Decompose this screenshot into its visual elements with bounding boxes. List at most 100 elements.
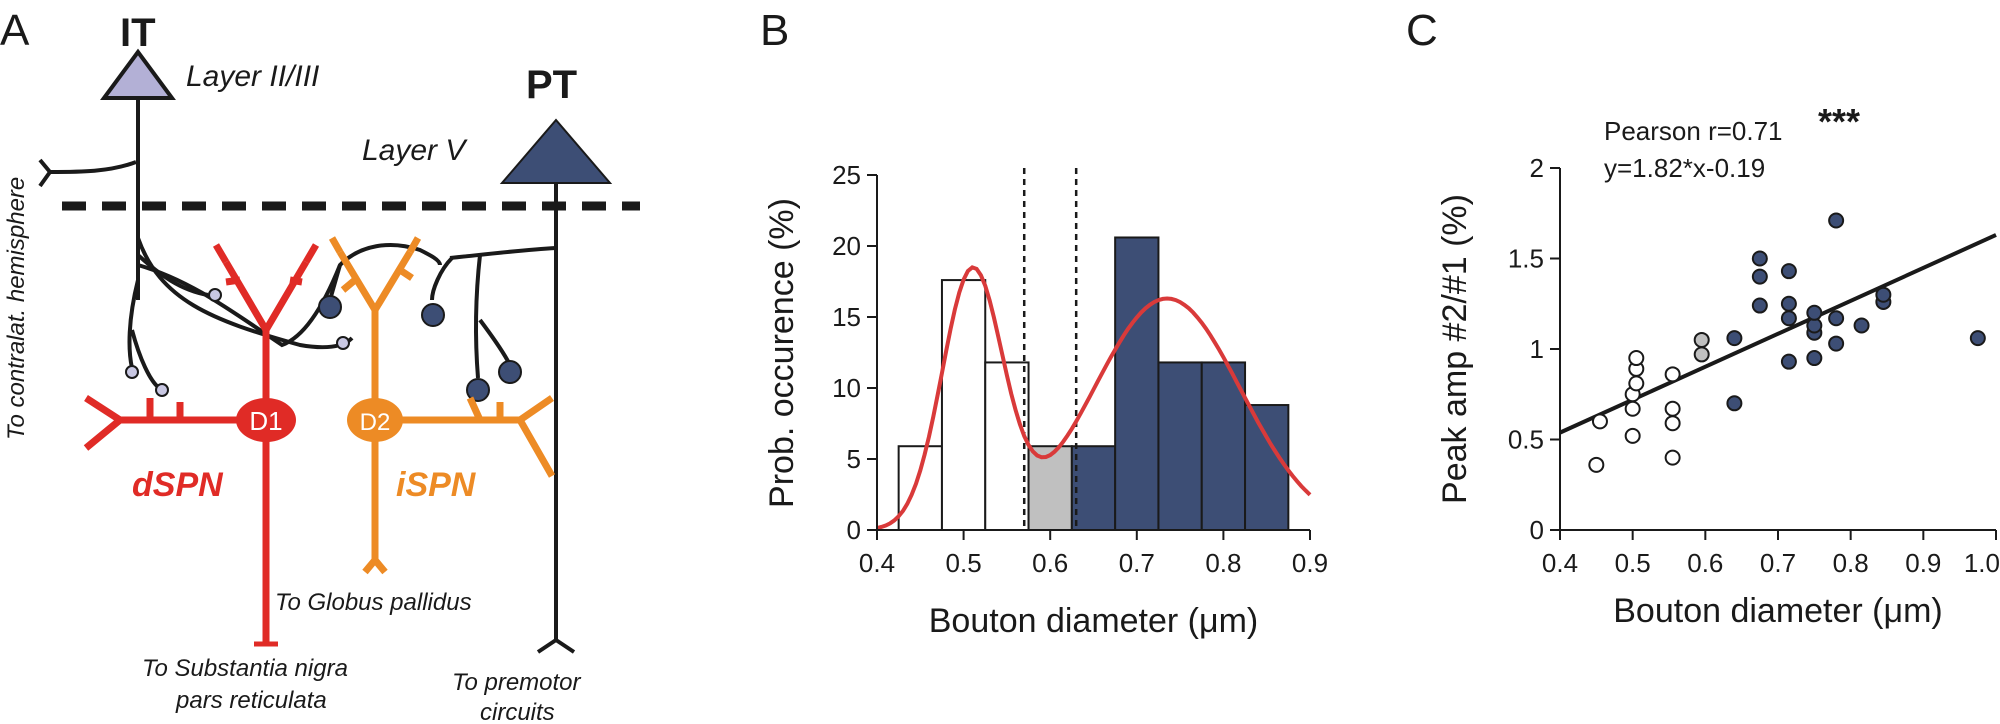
- scatter-point-large: [1780, 310, 1797, 327]
- scatter-point-large: [1806, 304, 1823, 321]
- large-bouton: [318, 295, 342, 319]
- pt-layer-label: Layer V: [362, 134, 468, 167]
- d2-soma: [347, 398, 403, 442]
- panel-b-letter: B: [760, 6, 789, 55]
- d2-label: D2: [360, 409, 391, 436]
- x-tick-label: 1.0: [1964, 548, 2000, 578]
- x-axis-title: Bouton diameter (μm): [929, 602, 1259, 640]
- scatter-point-large: [1751, 250, 1768, 267]
- scatter-point-large: [1828, 310, 1845, 327]
- pt-soma: [499, 118, 613, 184]
- x-axis-title: Bouton diameter (μm): [1613, 592, 1943, 630]
- premotor-label-line2: circuits: [480, 699, 555, 724]
- y-tick-label: 10: [832, 373, 861, 403]
- scatter-point-large: [1828, 335, 1845, 352]
- scatter-point-small: [1628, 350, 1645, 367]
- dspn-label: dSPN: [132, 466, 224, 504]
- scatter-point-small: [1624, 427, 1641, 444]
- x-tick-label: 0.5: [946, 548, 982, 578]
- snr-label-line1: To Substantia nigra: [142, 655, 348, 682]
- y-tick-label: 0: [1530, 515, 1544, 545]
- y-tick-label: 0.5: [1508, 425, 1544, 455]
- d1-label: D1: [249, 406, 282, 436]
- scatter-point-large: [1726, 330, 1743, 347]
- small-bouton: [336, 336, 350, 350]
- scatter-point-large: [1780, 295, 1797, 312]
- scatter-point-small: [1628, 375, 1645, 392]
- panel-a-letter: A: [0, 6, 30, 55]
- y-tick-label: 20: [832, 231, 861, 261]
- y-tick-label: 15: [832, 302, 861, 332]
- scatter-point-large: [1780, 263, 1797, 280]
- scatter-point-small: [1664, 415, 1681, 432]
- histogram-bar-4: [1027, 445, 1073, 531]
- small-bouton: [208, 288, 222, 302]
- scatter-chart: 0.4 0.5 0.6 0.7 0.8 0.9 1.0 0 0.5 1 1.5 2 Bouton dia…: [1436, 101, 2000, 630]
- y-tick-label: 25: [832, 160, 861, 190]
- scatter-point-small: [1624, 400, 1641, 417]
- significance-stars: ***: [1818, 101, 1860, 142]
- regression-equation: y=1.82*x-0.19: [1604, 153, 1765, 183]
- scatter-point-small: [1664, 400, 1681, 417]
- premotor-label-line1: To premotor: [452, 669, 582, 696]
- ispn-neuron: [328, 236, 556, 575]
- scatter-point-large: [1726, 395, 1743, 412]
- scatter-point-large: [1969, 330, 1986, 347]
- regression-line: [1559, 233, 1997, 435]
- scatter-point-small: [1664, 449, 1681, 466]
- histogram-bar-5: [1070, 445, 1117, 531]
- x-tick-label: 0.8: [1205, 548, 1241, 578]
- histogram-bar-3: [984, 361, 1030, 531]
- it-label: IT: [120, 11, 156, 55]
- scatter-point-large: [1828, 212, 1845, 229]
- it-layer-label: Layer II/III: [186, 60, 319, 93]
- contralateral-label: To contralat. hemisphere: [3, 177, 30, 440]
- small-bouton: [125, 365, 139, 379]
- large-bouton: [498, 360, 522, 384]
- scatter-point-large: [1751, 297, 1768, 314]
- y-tick-label: 2: [1530, 153, 1544, 183]
- ispn-label: iSPN: [396, 466, 477, 504]
- scatter-point-large: [1875, 286, 1892, 303]
- d1-soma: [236, 398, 296, 442]
- scatter-point-small: [1591, 413, 1608, 430]
- histogram-bar-9: [1244, 404, 1290, 532]
- pt-axon: [430, 183, 576, 654]
- it-soma: [100, 48, 176, 100]
- y-axis-title: Peak amp #2/#1 (%): [1436, 194, 1474, 504]
- scatter-point-intermediate: [1693, 346, 1710, 363]
- panel-a-diagram: A IT Layer II/III PT Layer V To contrala…: [0, 6, 640, 724]
- scatter-point-small: [1588, 456, 1605, 473]
- small-bouton: [155, 383, 169, 397]
- y-tick-label: 5: [847, 444, 861, 474]
- histogram-bar-2: [940, 279, 987, 531]
- x-tick-label: 0.4: [1542, 548, 1578, 578]
- snr-label-line2: pars reticulata: [175, 687, 327, 714]
- globus-pallidus-label: To Globus pallidus: [275, 589, 472, 616]
- x-tick-label: 0.6: [1687, 548, 1723, 578]
- histogram-bar-6: [1114, 236, 1160, 531]
- scatter-point-large: [1806, 350, 1823, 367]
- histogram-chart: 0.4 0.5 0.6 0.7 0.8 0.9 0 5 10 15 20 25 Bouton diame…: [763, 160, 1328, 640]
- scatter-point-large: [1751, 268, 1768, 285]
- dspn-neuron: [83, 243, 320, 642]
- y-axis-title: Prob. occurence (%): [763, 198, 801, 508]
- scatter-point-small: [1664, 366, 1681, 383]
- histogram-bar-8: [1200, 361, 1247, 531]
- x-tick-label: 0.9: [1292, 548, 1328, 578]
- panel-b-histogram: B 0.4 0.5 0.6 0.7 0.8 0.9 0 5 10 15 20 25 Bouton dia…: [760, 6, 1328, 640]
- histogram-bar-7: [1157, 361, 1203, 531]
- x-tick-label: 0.7: [1760, 548, 1796, 578]
- panel-c-letter: C: [1406, 6, 1438, 55]
- y-tick-label: 1.5: [1508, 244, 1544, 274]
- pearson-annotation: Pearson r=0.71: [1604, 116, 1783, 146]
- y-tick-label: 0: [847, 515, 861, 545]
- bimodal-fit-curve: [876, 265, 1312, 531]
- histogram-bar-1: [897, 445, 943, 531]
- x-tick-label: 0.8: [1833, 548, 1869, 578]
- panel-c-scatter: C 0.4 0.5 0.6 0.7 0.8 0.9 1.0 0 0.5 1 1.5 2 Bouton d…: [1406, 6, 2000, 630]
- x-tick-label: 0.5: [1615, 548, 1651, 578]
- x-tick-label: 0.9: [1905, 548, 1941, 578]
- scatter-point-intermediate: [1693, 331, 1710, 348]
